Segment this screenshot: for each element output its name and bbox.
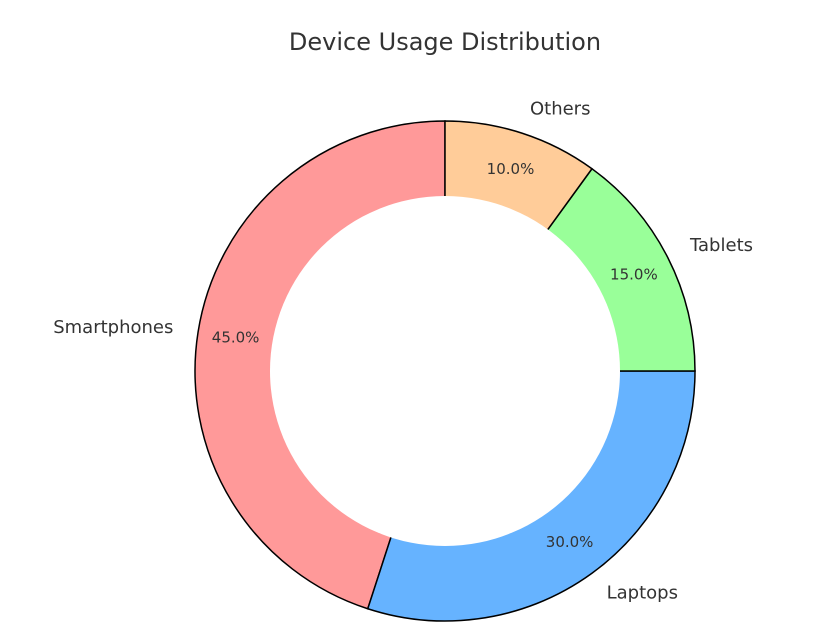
slice-label-smartphones: Smartphones — [53, 317, 173, 338]
slice-label-tablets: Tablets — [689, 235, 753, 256]
slice-pct-others: 10.0% — [487, 160, 535, 178]
slice-labels: Smartphones 45.0% Laptops 30.0% Tablets 15.0%… — [53, 98, 753, 603]
slice-pct-smartphones: 45.0% — [212, 328, 260, 346]
slice-pct-laptops: 30.0% — [546, 533, 594, 551]
slice-label-laptops: Laptops — [607, 582, 678, 603]
slice-label-others: Others — [530, 98, 591, 119]
donut-hole — [270, 196, 620, 546]
chart-title: Device Usage Distribution — [289, 28, 601, 56]
slice-pct-tablets: 15.0% — [610, 265, 658, 283]
